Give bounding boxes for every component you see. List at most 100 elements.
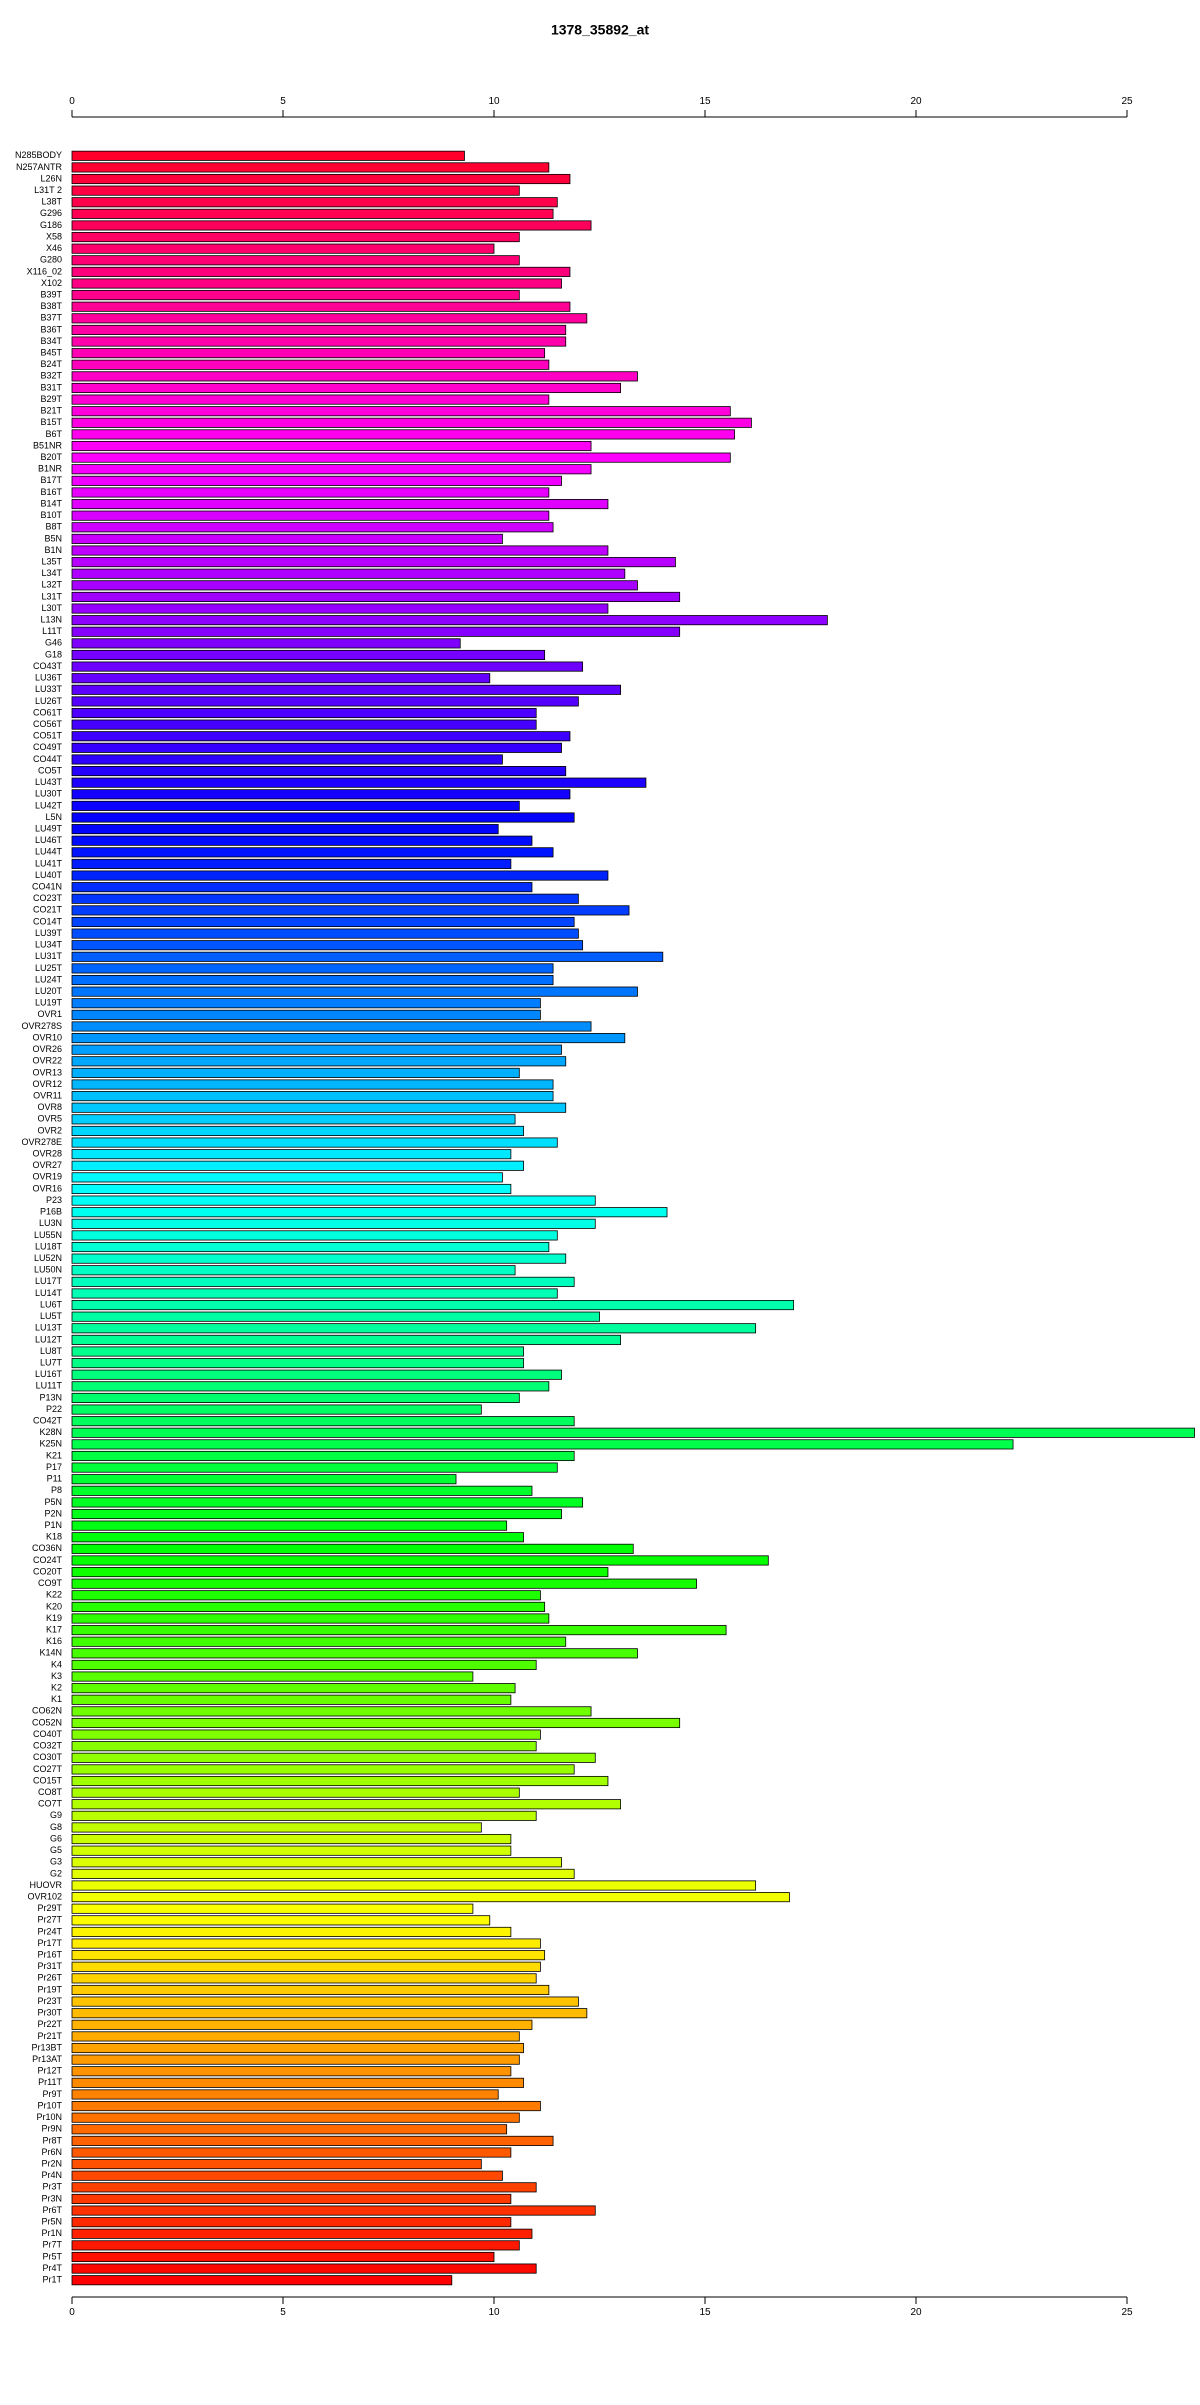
y-tick-label: LU40T bbox=[35, 870, 63, 880]
bar bbox=[71, 243, 495, 254]
y-tick-label: L11T bbox=[42, 626, 62, 636]
bar bbox=[71, 150, 465, 161]
y-tick-label: K19 bbox=[46, 1613, 62, 1623]
y-tick-label: P17 bbox=[46, 1462, 62, 1472]
y-tick-label: B45T bbox=[40, 348, 62, 358]
y-tick-label: K28N bbox=[39, 1427, 62, 1437]
bar bbox=[71, 615, 828, 626]
y-tick-label: K18 bbox=[46, 1532, 62, 1542]
x-tick-label: 5 bbox=[280, 2307, 286, 2318]
bar bbox=[71, 766, 567, 777]
y-tick-label: P13N bbox=[39, 1392, 62, 1402]
y-tick-label: Pr31T bbox=[37, 1961, 62, 1971]
bar bbox=[71, 232, 520, 243]
bar bbox=[71, 2124, 508, 2135]
x-tick-label: 5 bbox=[280, 96, 286, 107]
bar bbox=[71, 162, 550, 173]
bar bbox=[71, 673, 491, 684]
bar bbox=[71, 1079, 554, 1090]
bar bbox=[71, 1543, 634, 1554]
y-tick-label: B15T bbox=[40, 417, 62, 427]
bar bbox=[71, 1207, 668, 1218]
bar bbox=[71, 2182, 537, 2193]
bar bbox=[71, 812, 575, 823]
bar bbox=[71, 1938, 541, 1949]
bar bbox=[71, 742, 562, 753]
y-tick-label: Pr3N bbox=[41, 2193, 62, 2203]
y-tick-label: CO20T bbox=[33, 1566, 63, 1576]
y-tick-label: LU7T bbox=[40, 1357, 63, 1367]
bar bbox=[71, 2217, 512, 2228]
bar bbox=[71, 522, 554, 533]
y-tick-label: K22 bbox=[46, 1590, 62, 1600]
y-tick-label: Pr9N bbox=[41, 2124, 62, 2134]
bar bbox=[71, 1590, 541, 1601]
bar bbox=[71, 1915, 491, 1926]
y-tick-label: LU12T bbox=[35, 1334, 63, 1344]
bar bbox=[71, 1450, 575, 1462]
y-tick-label: Pr27T bbox=[37, 1915, 62, 1925]
y-tick-label: N257ANTR bbox=[16, 162, 63, 172]
bar bbox=[71, 1149, 512, 1160]
bar bbox=[71, 1961, 541, 1972]
y-tick-label: LU19T bbox=[35, 998, 63, 1008]
y-tick-label: G280 bbox=[40, 255, 62, 265]
y-tick-label: LU42T bbox=[35, 800, 63, 810]
bar bbox=[71, 2240, 520, 2251]
bar bbox=[71, 1218, 596, 1229]
bar bbox=[71, 928, 579, 939]
y-tick-label: K2 bbox=[51, 1683, 62, 1693]
bar bbox=[71, 1636, 567, 1647]
bar bbox=[71, 1300, 795, 1311]
y-tick-label: LU46T bbox=[35, 835, 63, 845]
bar bbox=[71, 2066, 512, 2077]
y-tick-label: B34T bbox=[40, 336, 62, 346]
y-tick-label: Pr13AT bbox=[32, 2054, 62, 2064]
y-tick-label: Pr19T bbox=[37, 1984, 62, 1994]
y-tick-label: B24T bbox=[40, 359, 62, 369]
y-tick-label: X116_02 bbox=[27, 266, 62, 276]
y-tick-label: Pr29T bbox=[37, 1903, 62, 1913]
bar bbox=[71, 974, 554, 986]
y-tick-label: LU13T bbox=[35, 1323, 63, 1333]
bar bbox=[71, 1567, 609, 1578]
bar bbox=[71, 1392, 520, 1403]
bar bbox=[71, 510, 550, 521]
y-tick-label: Pr1N bbox=[41, 2228, 62, 2238]
y-tick-label: L30T bbox=[41, 603, 62, 613]
y-tick-label: X58 bbox=[46, 231, 62, 241]
bar bbox=[71, 1160, 524, 1171]
y-tick-label: OVR2 bbox=[37, 1125, 62, 1135]
bar bbox=[71, 626, 681, 637]
bar bbox=[71, 1067, 520, 1078]
y-tick-label: LU34T bbox=[35, 940, 63, 950]
bar bbox=[71, 1091, 554, 1102]
y-tick-label: B39T bbox=[40, 289, 62, 299]
y-tick-label: LU16T bbox=[35, 1369, 63, 1379]
bar bbox=[71, 1775, 609, 1787]
bar bbox=[71, 1427, 1195, 1438]
bar bbox=[71, 1462, 558, 1473]
y-tick-label: LU25T bbox=[35, 963, 63, 973]
bar bbox=[71, 719, 537, 730]
bar bbox=[71, 348, 546, 359]
y-tick-label: LU44T bbox=[35, 847, 63, 857]
bar bbox=[71, 789, 571, 800]
bar bbox=[71, 2019, 533, 2030]
y-tick-label: OVR22 bbox=[32, 1056, 62, 1066]
bar bbox=[71, 417, 752, 428]
y-tick-label: CO43T bbox=[33, 661, 63, 671]
y-tick-label: K20 bbox=[46, 1601, 62, 1611]
bar bbox=[71, 754, 503, 765]
y-tick-label: LU26T bbox=[35, 696, 63, 706]
bar bbox=[71, 324, 567, 335]
y-tick-label: G3 bbox=[50, 1857, 62, 1867]
bar bbox=[71, 591, 681, 602]
bar bbox=[71, 2275, 453, 2286]
y-tick-label: LU3N bbox=[39, 1218, 62, 1228]
y-tick-label: Pr2N bbox=[41, 2158, 62, 2168]
y-tick-label: LU50N bbox=[34, 1265, 62, 1275]
bar bbox=[71, 1868, 575, 1879]
y-tick-label: CO44T bbox=[33, 754, 63, 764]
bar bbox=[71, 278, 562, 289]
